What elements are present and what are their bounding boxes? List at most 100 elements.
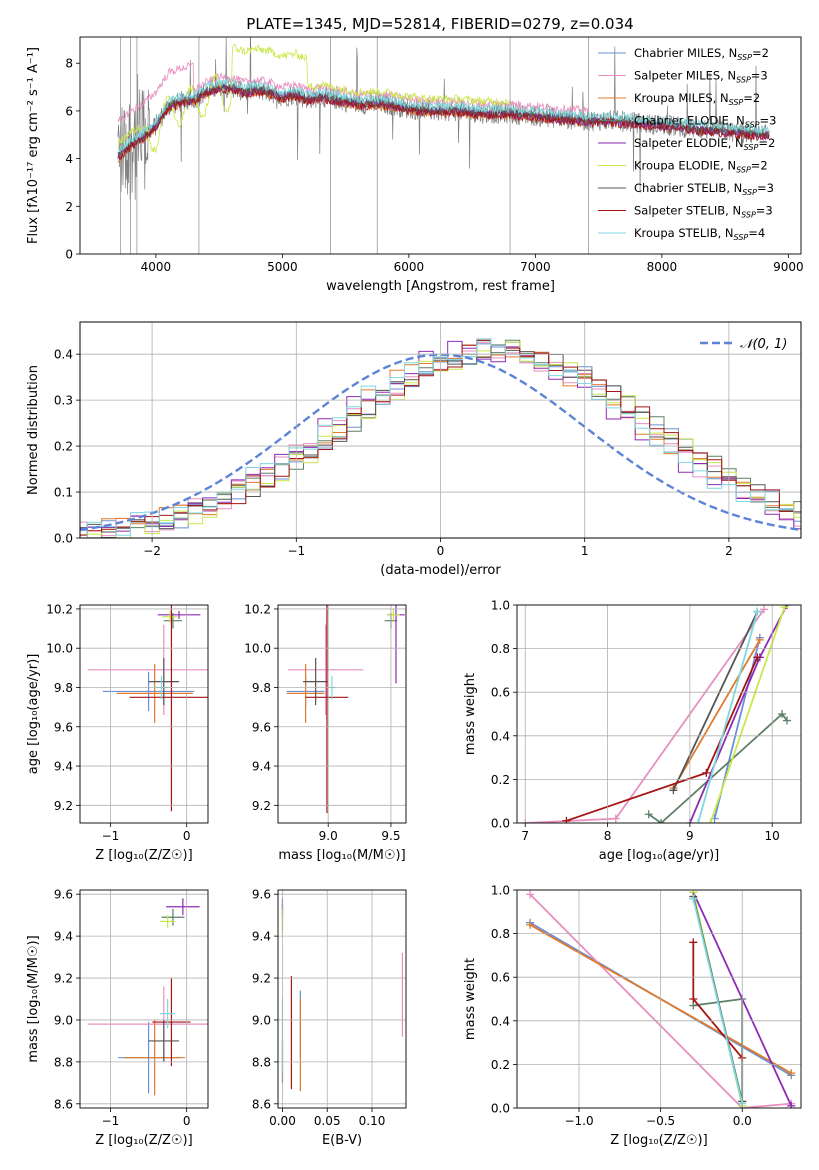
mass-weight-point [689, 995, 698, 1003]
x-tick-label: 0 [437, 544, 445, 558]
y-tick-label: 8.6 [54, 1097, 73, 1111]
y-axis-label: mass [log₁₀(M/M☉)] [26, 935, 41, 1062]
y-tick-label: 9.6 [252, 720, 271, 734]
mass-weight-point [689, 894, 698, 903]
y-tick-label: 9.2 [54, 972, 73, 986]
mass-weight-point [669, 786, 678, 795]
x-axis-label: Z [log₁₀(Z/Z☉)] [95, 848, 192, 863]
axes-frame [516, 889, 802, 1109]
x-tick-label: −1.0 [564, 1114, 593, 1128]
y-tick-label: 9.4 [252, 930, 271, 944]
x-axis-label: (data-model)/error [380, 563, 501, 578]
axes-frame [277, 889, 407, 1109]
x-tick-label: 9.5 [381, 829, 400, 843]
y-tick-label: 10.0 [244, 642, 271, 656]
x-axis-label: Z [log₁₀(Z/Z☉)] [95, 1133, 192, 1148]
x-tick-label: 0.0 [733, 1114, 752, 1128]
x-tick-label: 5000 [267, 260, 298, 274]
x-tick-label: 0.00 [269, 1114, 296, 1128]
y-tick-label: 0.2 [491, 773, 510, 787]
x-tick-label: 7 [521, 829, 529, 843]
x-tick-label: −1 [287, 544, 305, 558]
legend-label: Chabrier STELIB, NSSP=3 [634, 181, 774, 197]
y-tick-label: 9.4 [252, 760, 271, 774]
model-spectrum-line [117, 43, 510, 154]
panel-massweight_vs_Z: −1.0 −0.5 0.0 0.0 0.2 0.4 0.6 0.8 1.0 Z [log₁₀(Z/… [463, 884, 802, 1148]
mass-weight-point [562, 816, 571, 823]
legend-label: Kroupa ELODIE, NSSP=2 [634, 159, 768, 175]
x-axis-label: age [log₁₀(age/yr)] [599, 848, 720, 863]
mass_vs_Z-plot-area [87, 898, 208, 1096]
panel-age_vs_mass: 9.0 9.5 9.2 9.4 9.6 9.8 10.0 10.2 mass [log₁₀(M/… [244, 602, 407, 863]
mass-weight-line [672, 639, 761, 789]
x-tick-label: 7000 [520, 260, 551, 274]
y-tick-label: 9.0 [54, 1013, 73, 1027]
x-axis-label: wavelength [Angstrom, rest frame] [326, 279, 555, 294]
legend-label: Salpeter MILES, NSSP=3 [634, 69, 768, 85]
massweight_vs_Z-plot-area [526, 890, 796, 1108]
mass-weight-point [787, 1069, 796, 1078]
y-tick-label: 0.2 [54, 440, 73, 454]
mass-weight-point [706, 819, 715, 823]
x-tick-label: −1 [102, 829, 120, 843]
y-tick-label: 0.3 [54, 394, 73, 408]
y-tick-label: 1.0 [491, 884, 510, 898]
axes-frame [79, 36, 802, 255]
x-tick-label: 0.05 [314, 1114, 341, 1128]
mass-weight-point [657, 819, 666, 823]
y-tick-label: 9.6 [54, 888, 73, 902]
y-tick-label: 0.0 [491, 817, 510, 831]
model-spectrum-line [117, 78, 770, 153]
x-tick-label: 0 [183, 1114, 191, 1128]
y-axis-label: mass weight [463, 673, 478, 755]
y-tick-label: 0.1 [54, 486, 73, 500]
y-tick-label: 8.8 [54, 1055, 73, 1069]
legend-label: Salpeter ELODIE, NSSP=2 [634, 136, 775, 152]
mass-weight-point [526, 920, 535, 929]
y-tick-label: 0.8 [491, 642, 510, 656]
figure-title: PLATE=1345, MJD=52814, FIBERID=0279, z=0… [246, 15, 633, 33]
axes-frame [516, 604, 802, 824]
mass-weight-line [692, 898, 744, 1104]
mass-weight-point [702, 768, 711, 777]
x-tick-label: 0.10 [359, 1114, 386, 1128]
y-tick-label: 9.2 [252, 972, 271, 986]
panel-spectrum: 4000 5000 6000 7000 8000 9000 0 2 4 6 8 wavelength … [26, 36, 804, 294]
x-tick-label: 0 [183, 829, 191, 843]
panel-mass_vs_Z: −1 0 8.6 8.8 9.0 9.2 9.4 9.6 Z [log₁₀(Z/Z☉)] mass… [26, 888, 209, 1148]
mass-weight-point [526, 890, 535, 899]
x-tick-label: −1 [102, 1114, 120, 1128]
y-tick-label: 0.0 [54, 532, 73, 546]
x-tick-label: 4000 [141, 260, 172, 274]
y-tick-label: 8 [65, 57, 73, 71]
x-tick-label: 1 [581, 544, 589, 558]
y-axis-label: mass weight [463, 958, 478, 1040]
mass-weight-line [709, 606, 786, 823]
y-tick-label: 1.0 [491, 599, 510, 613]
y-tick-label: 0.0 [491, 1102, 510, 1116]
massweight_vs_age-plot-area [521, 605, 792, 823]
x-tick-label: 9.0 [319, 829, 338, 843]
x-tick-label: 9 [686, 829, 694, 843]
y-tick-label: 0.4 [491, 1014, 510, 1028]
gaussian-reference-line [80, 353, 799, 532]
mass-weight-point [759, 605, 768, 614]
y-tick-label: 0.4 [491, 729, 510, 743]
axes-frame [79, 321, 802, 539]
y-axis-label: age [log₁₀(age/yr)] [26, 654, 41, 775]
mass-weight-point [755, 635, 764, 644]
axes-frame [277, 604, 407, 824]
y-tick-label: 0.6 [491, 971, 510, 985]
mass-weight-point [689, 938, 698, 947]
x-axis-label: E(B-V) [322, 1133, 362, 1148]
y-tick-label: 10.2 [46, 602, 73, 616]
legend-label: 𝒩(0, 1) [740, 337, 787, 352]
x-tick-label: 8000 [647, 260, 678, 274]
y-tick-label: 9.4 [54, 930, 73, 944]
legend-label: Kroupa MILES, NSSP=2 [634, 91, 760, 107]
y-tick-label: 9.6 [252, 888, 271, 902]
x-tick-label: 10 [765, 829, 780, 843]
x-tick-label: 9000 [773, 260, 804, 274]
y-tick-label: 9.4 [54, 760, 73, 774]
mass-weight-line [648, 712, 788, 823]
